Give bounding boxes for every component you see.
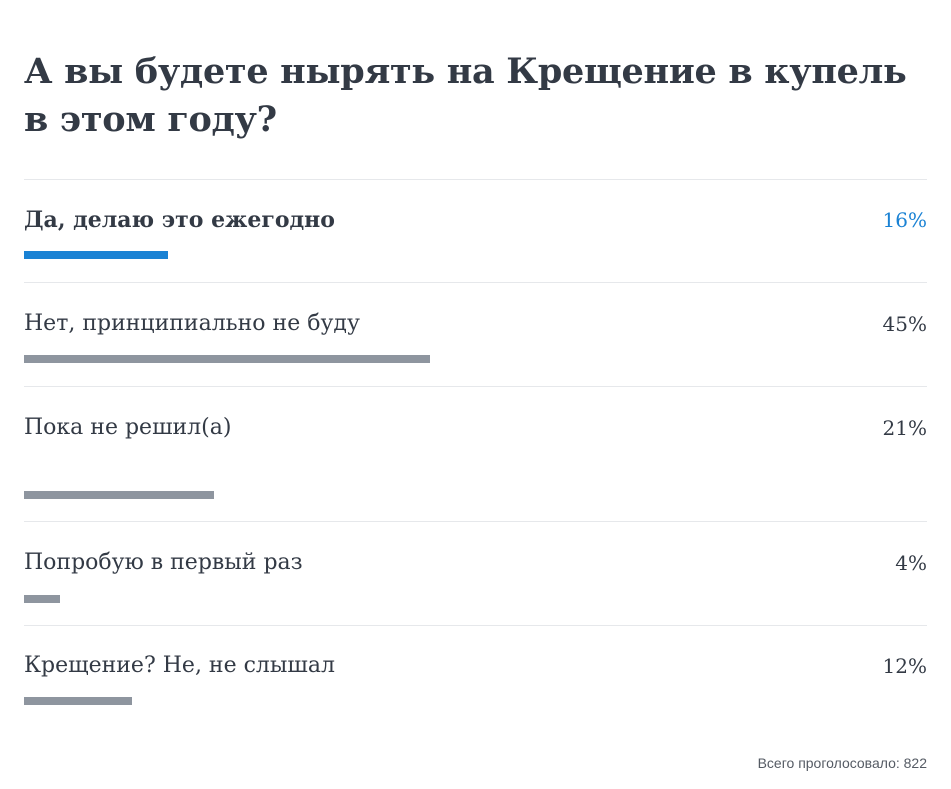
total-votes: Всего проголосовало: 822 [757, 755, 927, 771]
option-percent: 12% [882, 654, 927, 678]
option-bar-track [24, 595, 927, 603]
poll-option-yearly[interactable]: Да, делаю это ежегодно 16% [24, 179, 927, 283]
option-bar-track [24, 697, 927, 705]
option-percent: 45% [882, 312, 927, 336]
poll-option-first-time[interactable]: Попробую в первый раз 4% [24, 521, 927, 626]
poll-question: А вы будете нырять на Крещение в купель … [24, 51, 907, 140]
option-percent: 4% [895, 551, 927, 575]
option-bar-fill [24, 697, 133, 705]
poll-option-never[interactable]: Нет, принципиально не буду 45% [24, 282, 927, 387]
option-bar-fill [24, 355, 431, 363]
option-label: Да, делаю это ежегодно [24, 207, 335, 233]
option-bar-track [24, 251, 927, 259]
option-label: Попробую в первый раз [24, 550, 303, 575]
poll-option-undecided[interactable]: Пока не решил(а) 21% [24, 386, 927, 522]
option-bar-track [24, 355, 927, 363]
option-label: Пока не решил(а) [24, 415, 232, 440]
option-bar-track [24, 491, 927, 499]
option-label: Крещение? Не, не слышал [24, 653, 335, 678]
option-bar-fill [24, 595, 61, 603]
option-bar-fill [24, 491, 214, 499]
option-bar-fill [24, 251, 169, 259]
poll-option-never-heard[interactable]: Крещение? Не, не слышал 12% [24, 625, 927, 726]
option-percent: 16% [882, 208, 927, 232]
option-label: Нет, принципиально не буду [24, 311, 360, 336]
option-percent: 21% [882, 416, 927, 440]
